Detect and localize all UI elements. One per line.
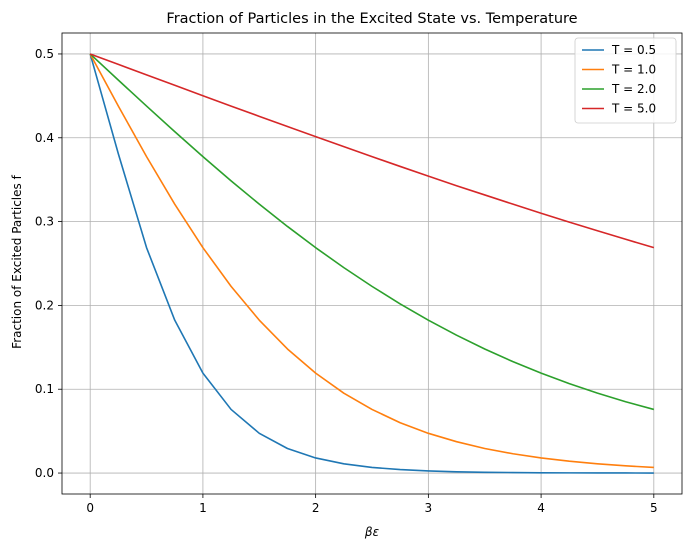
series-layer [89,53,655,474]
y-axis-label: Fraction of Excited Particles f [10,174,24,348]
legend-entry: T = 1.0 [611,63,656,77]
x-tick-label: 2 [312,501,320,515]
x-axis-label: βε [364,525,380,539]
legend: T = 0.5 T = 1.0 T = 2.0 T = 5.0 [574,37,677,124]
chart-title: Fraction of Particles in the Excited Sta… [166,11,577,27]
legend-entry: T = 5.0 [611,102,656,116]
series-line-1 [89,53,654,474]
y-tick-label: 0.2 [35,298,54,312]
x-tick-label: 1 [199,501,207,515]
grid-layer [62,33,682,494]
legend-entry: T = 0.5 [611,43,656,57]
x-tick-label: 5 [650,501,658,515]
x-tick-label: 4 [537,501,545,515]
legend-entry: T = 2.0 [611,82,656,96]
series-line-3 [89,53,655,411]
y-tick-label: 0.0 [35,466,54,480]
y-tick-label: 0.1 [35,382,54,396]
plot-frame [61,32,683,495]
x-tick-label: 3 [425,501,433,515]
y-tick-label: 0.5 [35,47,54,61]
y-tick-label: 0.3 [35,215,54,229]
y-tick-label: 0.4 [35,131,54,145]
legend-box [574,37,677,124]
x-tick-label: 0 [86,501,94,515]
series-line-2 [89,53,654,469]
tick-layer: 0 1 2 3 4 5 0.0 0.1 0.2 0.3 0.4 0.5 [35,47,658,515]
series-line-4 [89,53,655,249]
